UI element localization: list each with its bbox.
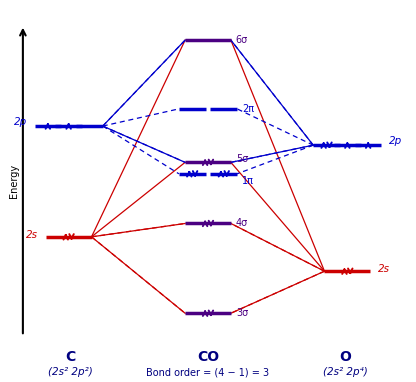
Text: 5σ: 5σ <box>236 154 248 164</box>
Text: C: C <box>66 350 76 364</box>
Text: 2p: 2p <box>14 117 27 127</box>
Text: O: O <box>339 350 351 364</box>
Text: Energy: Energy <box>9 163 19 197</box>
Text: 6σ: 6σ <box>236 35 248 45</box>
Text: 2p: 2p <box>389 136 402 146</box>
Text: 2s: 2s <box>378 264 390 274</box>
Text: (2s² 2p²): (2s² 2p²) <box>48 367 93 377</box>
Text: 2π: 2π <box>242 104 254 114</box>
Text: 3σ: 3σ <box>236 308 248 318</box>
Text: 2s: 2s <box>26 230 38 240</box>
Text: Bond order = (4 − 1) = 3: Bond order = (4 − 1) = 3 <box>146 367 270 377</box>
Text: 1π: 1π <box>242 176 254 186</box>
Text: 4σ: 4σ <box>236 219 248 228</box>
Text: (2s² 2p⁴): (2s² 2p⁴) <box>323 367 368 377</box>
Text: CO: CO <box>197 350 219 364</box>
